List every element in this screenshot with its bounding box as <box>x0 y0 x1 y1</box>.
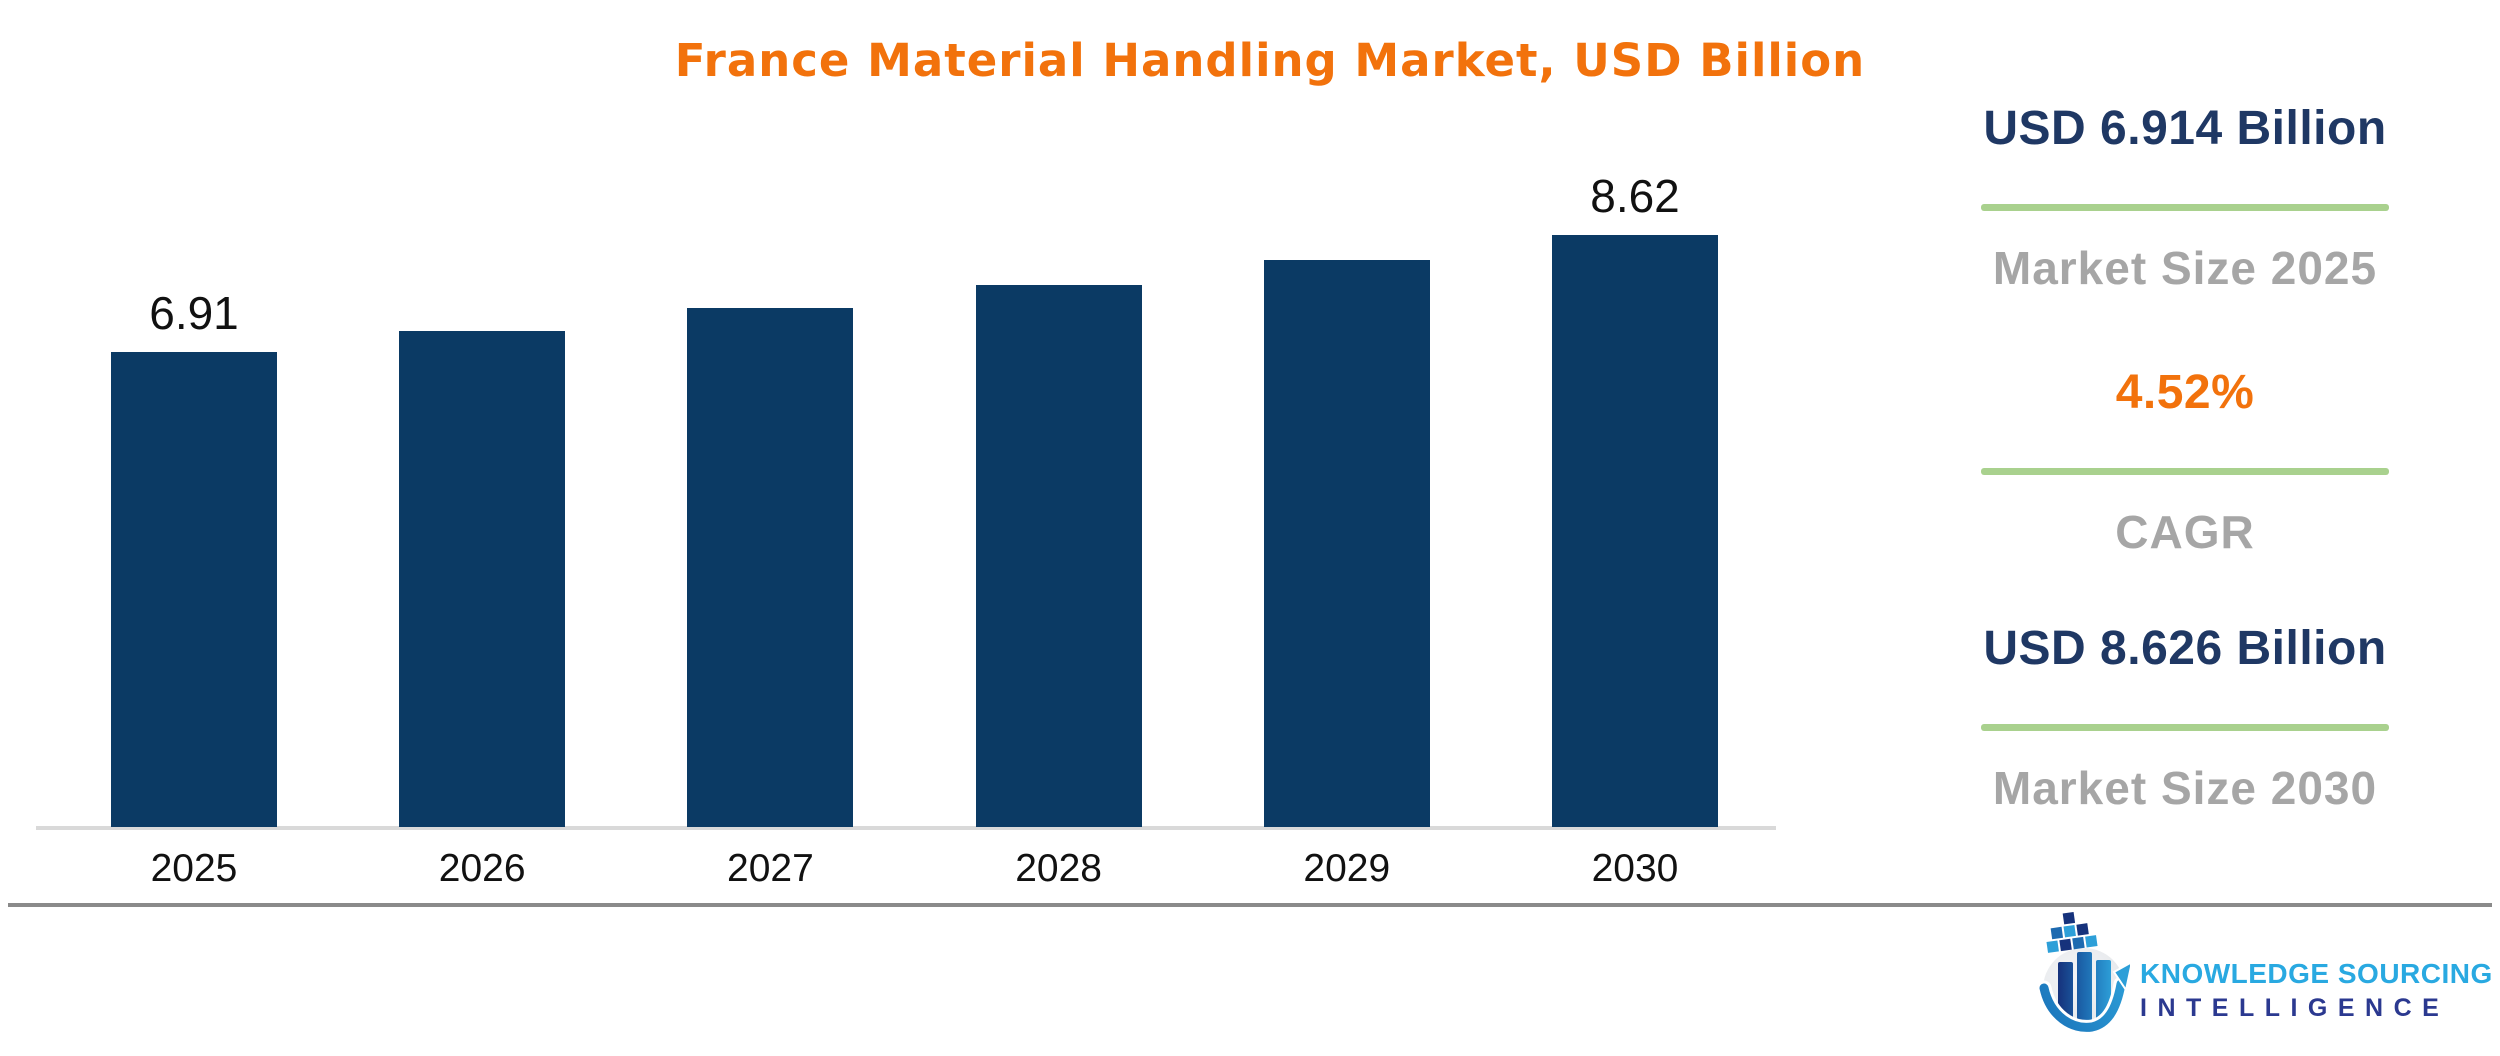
x-tick-label-2025: 2025 <box>150 847 238 890</box>
x-tick-label-2027: 2027 <box>727 847 814 890</box>
footer-divider-line <box>8 903 2492 907</box>
stat-block-market-size-2030: USD 8.626 Billion Market Size 2030 <box>1945 618 2425 815</box>
bar-2029 <box>1263 260 1430 827</box>
x-tick-label-2028: 2028 <box>1015 847 1102 890</box>
stat-value-cagr: 4.52% <box>2115 366 2255 419</box>
logo-text-knowledge-sourcing: KNOWLEDGE SOURCING <box>2140 958 2493 989</box>
stat-block-market-size-2025: USD 6.914 Billion Market Size 2025 <box>1945 98 2425 295</box>
stat-value-market-size-2030: USD 8.626 Billion <box>1983 622 2387 675</box>
bar-2030 <box>1552 235 1718 827</box>
bar-2026 <box>399 331 566 827</box>
bar-2028 <box>975 285 1142 827</box>
stat-label-market-size-2025: Market Size 2025 <box>1992 242 2378 294</box>
green-divider-line <box>1981 204 2389 211</box>
green-divider-line <box>1981 724 2389 731</box>
x-axis-line <box>36 826 1776 830</box>
stat-block-cagr: 4.52% CAGR <box>1945 362 2425 559</box>
stat-value-market-size-2025: USD 6.914 Billion <box>1983 102 2387 155</box>
data-label-2025: 6.91 <box>149 287 239 339</box>
green-divider-line <box>1981 468 2389 475</box>
logo-wordmark: KNOWLEDGE SOURCING INTELLIGENCE <box>2140 912 2493 1023</box>
x-tick-label-2026: 2026 <box>438 847 526 890</box>
x-tick-label-2029: 2029 <box>1303 847 1391 890</box>
data-label-2030: 8.62 <box>1590 170 1680 222</box>
chart-title: France Material Handling Market, USD Bil… <box>674 34 1866 87</box>
stat-label-cagr: CAGR <box>2115 506 2255 558</box>
knowledge-sourcing-logo: KNOWLEDGE SOURCING INTELLIGENCE <box>2038 912 2493 1034</box>
bar-2025 <box>111 352 277 827</box>
logo-globe-chart-icon <box>2038 912 2130 1034</box>
logo-text-intelligence: INTELLIGENCE <box>2140 994 2450 1022</box>
x-tick-label-2030: 2030 <box>1591 847 1679 890</box>
bar-2027 <box>687 308 854 827</box>
stat-label-market-size-2030: Market Size 2030 <box>1992 762 2378 814</box>
